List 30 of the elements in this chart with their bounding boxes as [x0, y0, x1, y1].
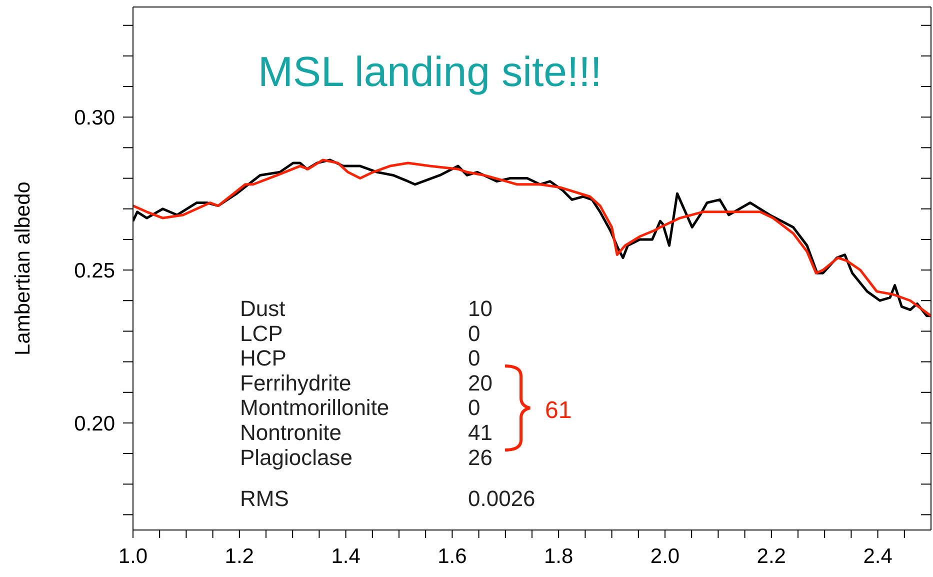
- x-tick-label: 2.4: [863, 544, 893, 568]
- annotation: 26: [468, 444, 492, 470]
- annotation: LCP: [240, 320, 283, 346]
- annotation: 41: [468, 420, 492, 445]
- annotation: 0: [468, 320, 480, 346]
- y-tick-label: 0.20: [74, 412, 115, 436]
- annotation: 10: [468, 296, 492, 321]
- x-tick-label: 1.6: [438, 544, 467, 568]
- annotation: Montmorillonite: [240, 395, 390, 420]
- annotation: 0.0026: [468, 486, 536, 511]
- x-tick-label: 1.2: [224, 544, 254, 568]
- x-tick-label: 1.0: [118, 544, 148, 568]
- x-tick-label: 1.8: [544, 544, 574, 568]
- annotation: 0: [468, 346, 480, 371]
- annotation: Nontronite: [240, 420, 342, 445]
- annotation: Ferrihydrite: [240, 370, 352, 396]
- annotation: Dust: [240, 296, 286, 321]
- x-tick-label: 2.2: [756, 544, 786, 568]
- x-tick-label: 1.4: [331, 544, 361, 568]
- y-tick-label: 0.30: [74, 106, 115, 130]
- annotation: Plagioclase: [240, 444, 353, 470]
- annotation: 20: [468, 370, 492, 396]
- annotation: 0: [468, 395, 480, 420]
- y-tick-label: 0.25: [74, 259, 115, 282]
- annotation: 61: [545, 397, 572, 424]
- annotation: RMS: [240, 486, 289, 511]
- text: MSL landing site!!!: [258, 48, 602, 95]
- annotation: HCP: [240, 346, 286, 371]
- y-axis-title: Lambertian albedo: [11, 182, 34, 356]
- x-tick-label: 2.0: [650, 544, 680, 568]
